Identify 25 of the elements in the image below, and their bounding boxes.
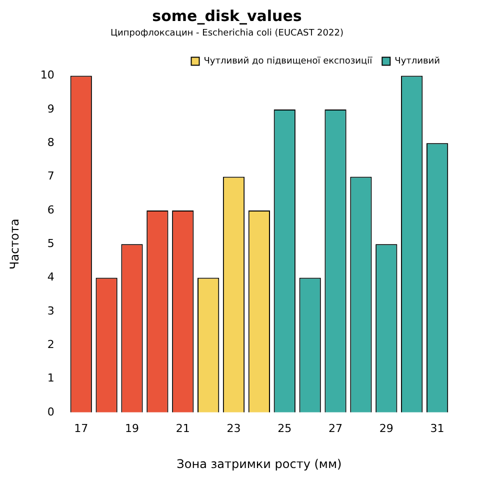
y-tick-label: 4 [47, 270, 54, 284]
y-tick-label: 8 [47, 136, 54, 149]
chart-title: some_disk_values [152, 6, 302, 25]
y-tick-label: 6 [47, 203, 54, 216]
y-tick-label: 2 [47, 338, 54, 351]
y-tick-label: 7 [47, 170, 54, 183]
x-tick-label: 31 [430, 422, 444, 435]
x-tick-label: 21 [176, 422, 190, 435]
y-tick-label: 0 [47, 405, 54, 418]
y-tick-label: 9 [47, 102, 54, 116]
x-tick-label: 29 [379, 422, 394, 435]
x-tick-label: 25 [278, 422, 292, 435]
y-tick-label: 5 [47, 236, 54, 250]
x-tick-label: 23 [226, 422, 241, 435]
y-tick-label: 10 [40, 68, 54, 82]
x-tick-label: 27 [328, 422, 343, 435]
legend-label: Чутливий [394, 56, 440, 67]
x-axis-title: Зона затримки росту (мм) [176, 456, 342, 471]
x-tick-label: 19 [125, 422, 139, 435]
x-tick-label: 17 [74, 422, 88, 435]
legend-label: Чутливий до підвищеної експозиції [204, 56, 373, 67]
chart-subtitle: Ципрофлоксацин - Escherichia coli (EUCAST 2022) [110, 28, 344, 39]
y-tick-label: 1 [47, 372, 54, 385]
y-axis-title: Частота [7, 218, 22, 270]
y-tick-label: 3 [47, 304, 54, 318]
